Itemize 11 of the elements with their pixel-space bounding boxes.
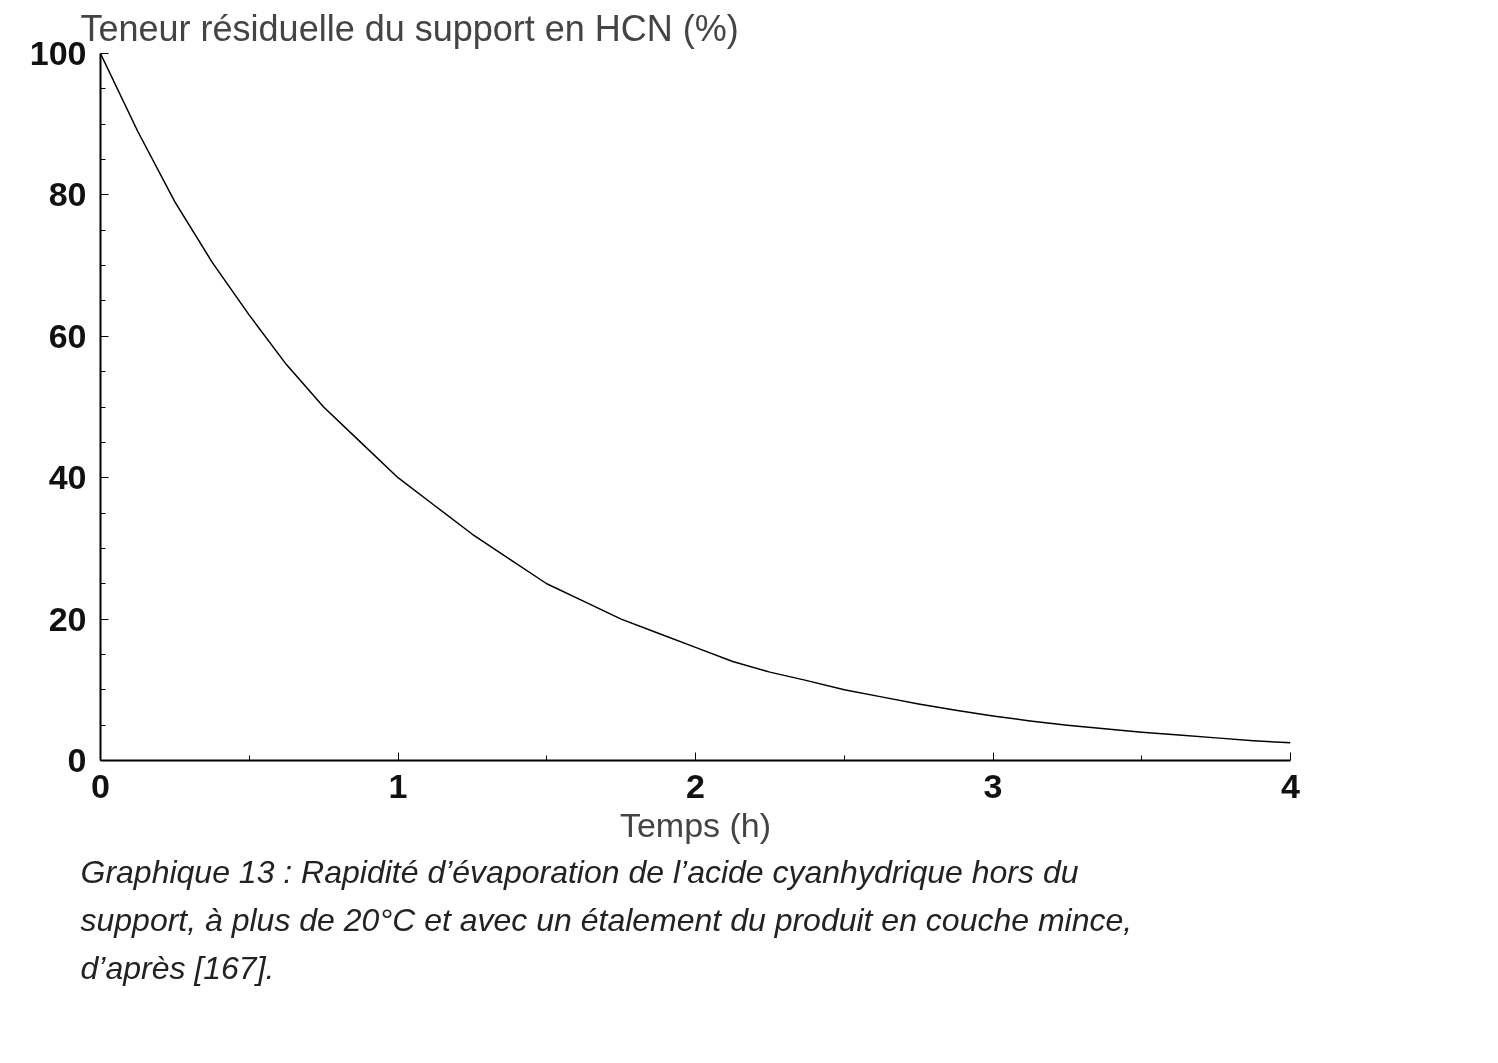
y-tick-label: 20: [48, 599, 87, 638]
y-tick-label: 80: [48, 175, 87, 214]
y-tick-label: 0: [67, 741, 87, 779]
x-tick-label: 1: [388, 766, 408, 805]
x-tick-label: 3: [983, 766, 1003, 805]
x-tick-label: 2: [686, 766, 705, 805]
y-tick-label: 40: [48, 458, 87, 497]
y-tick-label: 60: [48, 316, 87, 355]
text: Graphique 13 : Rapidité d’évaporation de l’acide cyanhydrique hors du support, à plus de 20°C et avec un étalement du produit en couche mince, d’après [167].: [80, 853, 1133, 986]
x-axis-title: Temps (h): [619, 805, 772, 844]
x-tick-label: 4: [1281, 766, 1301, 805]
